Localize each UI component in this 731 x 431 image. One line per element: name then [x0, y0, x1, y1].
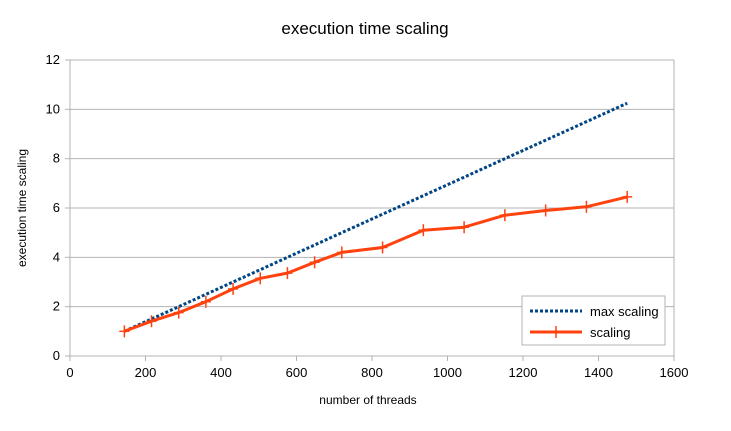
- y-tick-label: 6: [53, 200, 60, 215]
- scaling-point: [255, 272, 266, 285]
- y-tick-label: 0: [53, 348, 60, 363]
- x-axis-label: number of threads: [319, 393, 416, 407]
- y-tick-label: 2: [53, 299, 60, 314]
- scaling-point: [228, 282, 239, 295]
- y-tick-label: 12: [46, 52, 60, 67]
- scaling-point: [146, 315, 157, 328]
- scaling-line: [123, 195, 628, 333]
- y-axis-label: execution time scaling: [15, 149, 29, 267]
- legend-label-scaling: scaling: [590, 325, 630, 340]
- scaling-point: [459, 221, 470, 234]
- scaling-point: [336, 246, 347, 259]
- scaling-point: [499, 209, 510, 222]
- scaling-point: [622, 190, 633, 203]
- series-layer: [119, 101, 633, 338]
- x-tick-label: 200: [135, 365, 157, 380]
- max-scaling-line: [123, 101, 628, 333]
- legend-label-max-scaling: max scaling: [590, 304, 659, 319]
- scaling-point: [540, 204, 551, 217]
- scaling-point: [119, 325, 130, 338]
- tick-labels: 0 2 4 6 8 10 12 0 200 400 600 800 1000 1200 1400 1600: [46, 52, 689, 380]
- scaling-point: [282, 267, 293, 280]
- y-tick-label: 10: [46, 101, 60, 116]
- scaling-point: [309, 256, 320, 269]
- x-tick-label: 1600: [660, 365, 689, 380]
- x-tick-label: 600: [286, 365, 308, 380]
- scaling-point: [377, 241, 388, 254]
- scaling-point: [418, 224, 429, 237]
- scaling-point: [173, 306, 184, 319]
- axes: [65, 59, 675, 361]
- x-tick-label: 0: [66, 365, 73, 380]
- scaling-point: [581, 200, 592, 213]
- legend: max scaling scaling: [521, 295, 666, 346]
- x-tick-label: 800: [361, 365, 383, 380]
- x-tick-label: 400: [210, 365, 232, 380]
- x-tick-label: 1400: [584, 365, 613, 380]
- legend-box: [521, 295, 666, 346]
- chart-title: execution time scaling: [281, 19, 448, 38]
- x-tick-label: 1200: [509, 365, 538, 380]
- y-tick-label: 8: [53, 151, 60, 166]
- x-tick-label: 1000: [433, 365, 462, 380]
- y-tick-label: 4: [53, 249, 60, 264]
- scaling-point: [200, 295, 211, 308]
